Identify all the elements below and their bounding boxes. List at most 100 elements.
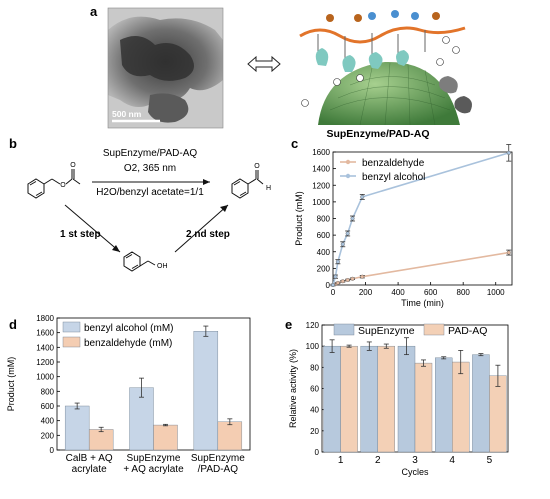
y-axis-label: Product (mM): [6, 357, 16, 412]
conditions-label: O2, 365 nm: [124, 163, 176, 174]
y-axis-label: Relative activity (%): [288, 349, 298, 428]
step2-arrowhead-icon: [220, 205, 228, 212]
y-tick-label: 200: [41, 431, 55, 440]
category-label: 3: [412, 455, 418, 466]
data-point: [335, 280, 340, 285]
panel-d-letter: d: [9, 317, 17, 332]
data-point: [335, 259, 340, 264]
catalyst-label: SupEnzyme/PAD-AQ: [103, 148, 198, 159]
chart-c: 0 200 400 600 800 1000 1200 1400 1600 0 200 400 600 8…: [294, 144, 513, 308]
y-tick-label: 20: [310, 427, 319, 436]
series-line-0: [332, 251, 509, 286]
data-point: [350, 276, 355, 281]
data-point: [360, 194, 365, 199]
bar: [340, 345, 358, 453]
legend-label: benzyl alcohol: [362, 172, 425, 183]
bar: [323, 345, 341, 453]
y-tick-label: 0: [50, 446, 55, 455]
x-tick-label: 600: [424, 288, 438, 297]
y-tick-label: 1000: [312, 198, 330, 207]
data-point: [360, 274, 365, 279]
arrowhead-icon: [203, 179, 210, 185]
bar: [217, 421, 243, 451]
y-tick-label: 1800: [36, 314, 54, 323]
legend-label: benzaldehyde (mM): [84, 338, 172, 349]
supenzyme-illustration: [299, 10, 472, 126]
y-tick-label: 800: [317, 215, 331, 224]
legend-swatch: [423, 323, 445, 336]
panel-a-letter: a: [90, 4, 98, 19]
y-axis-label: Product (mM): [294, 191, 304, 246]
y-tick-label: 600: [317, 231, 331, 240]
legend-label: SupEnzyme: [358, 325, 415, 337]
scale-bar-label: 500 nm: [112, 109, 142, 119]
bar: [193, 331, 219, 451]
bar: [153, 424, 178, 451]
bar: [64, 405, 90, 451]
bar: [88, 429, 114, 451]
category-label: 4: [449, 455, 455, 466]
data-point: [333, 274, 338, 279]
category-label: 2: [375, 455, 381, 466]
bar: [397, 345, 416, 453]
carbonyl-oxygen-label: O: [70, 162, 76, 169]
benzaldehyde-structure: [231, 170, 264, 199]
y-tick-label: 1400: [312, 165, 330, 174]
category-label: CalB + AQ: [66, 453, 113, 464]
data-point: [340, 242, 345, 247]
legend-swatch: [62, 336, 81, 348]
data-point: [340, 279, 345, 284]
tem-micrograph: 500 nm: [107, 7, 224, 129]
x-tick-label: 400: [391, 288, 405, 297]
bar: [377, 345, 395, 453]
x-tick-label: 0: [331, 288, 336, 297]
category-label: + AQ acrylate: [123, 464, 184, 475]
x-tick-label: 200: [359, 288, 373, 297]
legend-label: benzyl alcohol (mM): [84, 323, 173, 334]
series-line-1: [332, 152, 509, 286]
legend-marker: [345, 159, 351, 165]
illustration-title: SupEnzyme/PAD-AQ: [326, 128, 429, 140]
chart-e: 0 20 40 60 80 100 120 Relative activity (%) 1 2 3 4…: [288, 321, 509, 477]
legend-label: PAD-AQ: [448, 325, 487, 337]
data-point: [506, 150, 511, 155]
data-point: [506, 250, 511, 255]
bar: [472, 354, 490, 453]
category-label: SupEnzyme: [191, 453, 245, 464]
y-tick-label: 1600: [312, 148, 330, 157]
category-label: SupEnzyme: [127, 453, 181, 464]
panel-b-letter: b: [9, 136, 17, 151]
category-label: acrylate: [72, 464, 107, 475]
y-tick-label: 1400: [36, 343, 54, 352]
hydroxyl-label: OH: [157, 263, 168, 270]
step1-label: 1 st step: [60, 229, 101, 240]
y-tick-label: 1200: [312, 181, 330, 190]
y-tick-label: 1600: [36, 329, 54, 338]
solvent-label: H2O/benzyl acetate=1/1: [96, 187, 204, 198]
bar: [414, 362, 433, 453]
y-tick-label: 400: [317, 248, 331, 257]
aldehyde-h-label: H: [266, 185, 271, 192]
legend-swatch: [62, 321, 81, 333]
step2-arrow: [174, 204, 229, 253]
y-tick-label: 60: [310, 385, 319, 394]
category-label: 5: [487, 455, 493, 466]
double-arrow-icon: [247, 55, 281, 73]
category-label: 1: [338, 455, 344, 466]
panel-c-letter: c: [291, 136, 298, 151]
legend-marker: [345, 173, 351, 179]
x-axis-label: Cycles: [401, 467, 429, 477]
category-label: /PAD-AQ: [198, 464, 239, 475]
y-tick-label: 200: [317, 264, 331, 273]
y-tick-label: 400: [41, 417, 55, 426]
bar: [129, 387, 154, 451]
y-tick-label: 0: [326, 281, 331, 290]
bar: [360, 345, 378, 453]
data-point: [331, 283, 336, 288]
data-point: [345, 278, 350, 283]
data-point: [345, 231, 350, 236]
x-axis-label: Time (min): [401, 298, 444, 308]
x-tick-label: 1000: [487, 288, 505, 297]
ester-oxygen-label: O: [60, 182, 66, 189]
